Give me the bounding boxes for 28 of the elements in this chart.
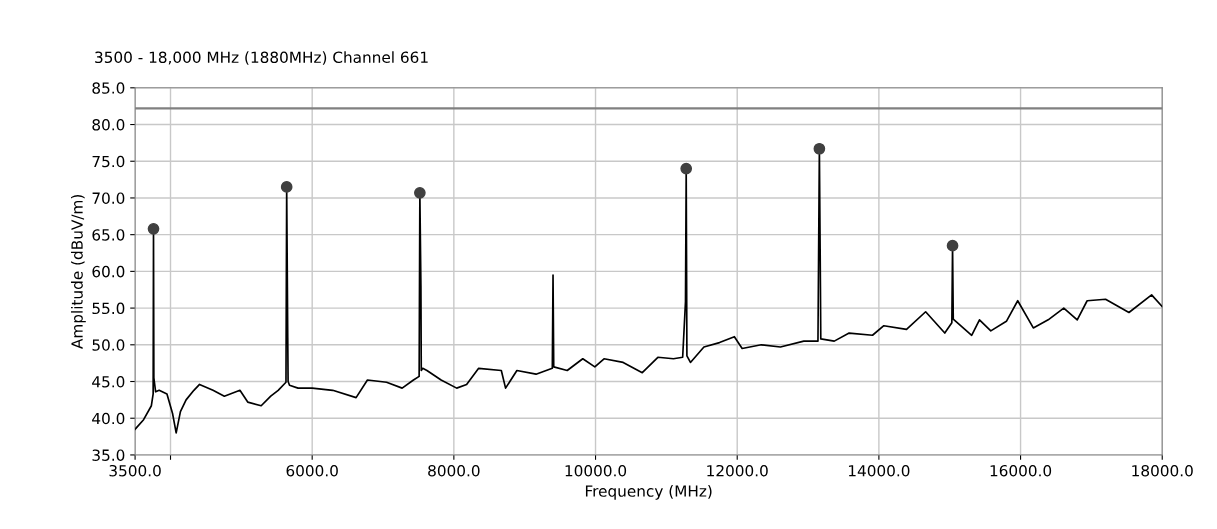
y-tick-label: 65.0 (92, 229, 125, 241)
x-tick-label: 14000.0 (848, 464, 910, 477)
point (280, 181, 293, 193)
y-tick-label: 45.0 (92, 375, 125, 388)
x-tick-label: 3500.0 (109, 464, 161, 477)
y-tick-label: 40.0 (92, 412, 125, 425)
x-axis-title: Frequency (MHz) (585, 485, 712, 500)
y-tick-label: 60.0 (92, 265, 125, 278)
y-tick-label: 50.0 (92, 339, 125, 351)
x-tick-label: 18000.0 (1132, 464, 1193, 477)
point (946, 239, 959, 252)
x-tick-label: 10000.0 (565, 464, 627, 477)
y-tick-label: 55.0 (92, 302, 125, 315)
point (813, 142, 826, 155)
chart-title: 3500 - 18,000 MHz (1880MHz) Channel 661 (95, 51, 428, 65)
point (680, 162, 693, 175)
y-tick-label: 70.0 (92, 192, 125, 204)
x-tick-label: 12000.0 (707, 464, 768, 477)
y-tick-label: 75.0 (92, 155, 125, 168)
x-tick-label: 8000.0 (428, 464, 480, 477)
x-tick-label: 6000.0 (286, 464, 338, 477)
y-tick-label: 85.0 (92, 82, 125, 94)
point (414, 186, 426, 199)
y-axis-title: Amplitude (dBuV/m) (71, 194, 86, 349)
point (147, 222, 160, 235)
x-tick-label: 16000.0 (990, 464, 1052, 477)
y-tick-label: 80.0 (92, 118, 125, 131)
y-tick-label: 35.0 (92, 449, 125, 461)
